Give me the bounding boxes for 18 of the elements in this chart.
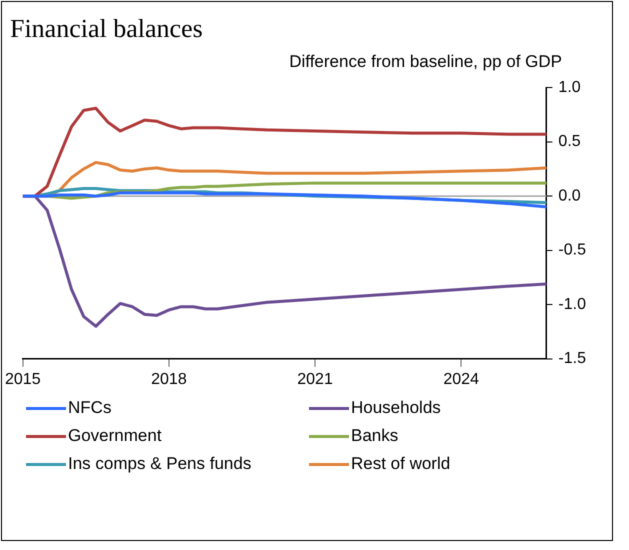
y-tick-label: -1.0 bbox=[558, 296, 586, 313]
legend-label: NFCs bbox=[68, 398, 112, 418]
legend-label: Ins comps & Pens funds bbox=[68, 454, 252, 474]
legend-label: Banks bbox=[351, 426, 398, 446]
y-tick-label: -0.5 bbox=[558, 242, 586, 259]
legend-label: Households bbox=[351, 398, 441, 418]
x-tick-label: 2024 bbox=[443, 370, 480, 388]
x-tick-label: 2018 bbox=[151, 370, 187, 388]
x-tick-label: 2015 bbox=[5, 370, 41, 388]
y-axis-title: Difference from baseline, pp of GDP bbox=[288, 52, 563, 72]
x-tick-label: 2021 bbox=[297, 370, 333, 388]
y-tick-label: 0.5 bbox=[558, 133, 581, 150]
legend-label: Rest of world bbox=[351, 454, 450, 474]
y-tick-label: 0.0 bbox=[558, 187, 581, 204]
chart-title: Financial balances bbox=[9, 13, 204, 44]
legend-label: Government bbox=[68, 426, 162, 446]
y-tick-label: 1.0 bbox=[558, 79, 581, 96]
y-tick-label: -1.5 bbox=[558, 350, 586, 368]
